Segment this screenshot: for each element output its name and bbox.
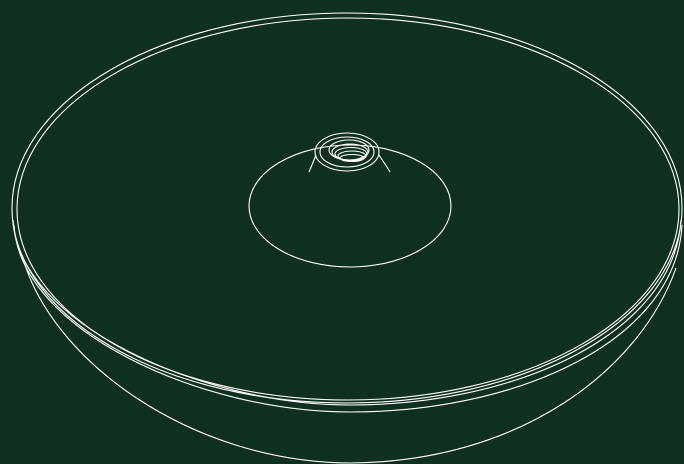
- hole-rim: [314, 132, 380, 172]
- hole-edge: [319, 136, 375, 168]
- rim-middle-edge: [12, 219, 682, 406]
- disc-base: [11, 12, 683, 464]
- top-surface-inner: [16, 17, 680, 401]
- top-surface-outer: [11, 12, 683, 404]
- boss-side-right: [378, 154, 391, 173]
- rim-lower-edge: [13, 224, 683, 413]
- center-boss: [248, 132, 452, 268]
- boss-base: [248, 144, 452, 268]
- underside-curve: [21, 254, 677, 464]
- thread: [339, 153, 365, 163]
